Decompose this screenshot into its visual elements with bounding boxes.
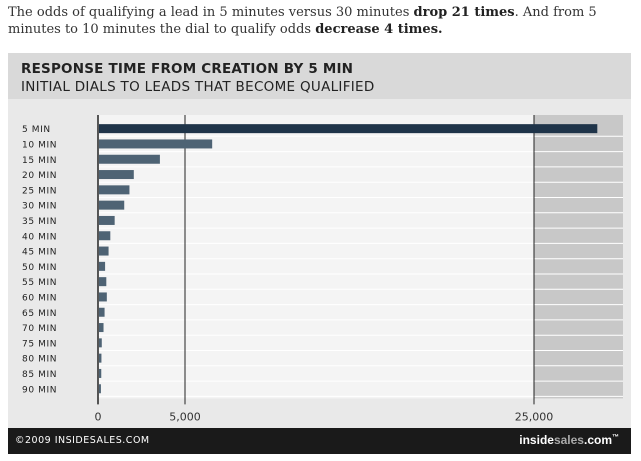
- bar: [99, 200, 125, 210]
- intro-part-1: The odds of qualifying a lead in 5 minut…: [8, 5, 414, 20]
- brand-logo: insidesales.com™: [519, 433, 619, 447]
- category-label: 20 MIN: [22, 171, 57, 181]
- bar: [99, 124, 598, 134]
- tick-label: 25,000: [515, 410, 554, 423]
- category-label: 40 MIN: [22, 232, 57, 242]
- category-label: 25 MIN: [22, 186, 57, 196]
- category-label: 5 MIN: [22, 125, 51, 135]
- bar: [99, 139, 213, 149]
- intro-part-2: . And from 5 minutes to 10 minutes the d…: [8, 5, 597, 37]
- category-label: 70 MIN: [22, 324, 57, 334]
- bar: [99, 215, 115, 225]
- chart-panel: RESPONSE TIME FROM CREATION BY 5 MIN INI…: [8, 53, 631, 454]
- brand-part-2: sales: [553, 433, 584, 447]
- category-label: 60 MIN: [22, 293, 57, 303]
- bar: [99, 170, 134, 180]
- brand-part-1: inside: [519, 433, 554, 447]
- brand-part-3: .com: [583, 433, 612, 447]
- bar: [99, 154, 160, 164]
- category-label: 15 MIN: [22, 156, 57, 166]
- bar: [99, 323, 104, 333]
- bar: [99, 384, 101, 394]
- category-label: 35 MIN: [22, 217, 57, 227]
- chart-header: RESPONSE TIME FROM CREATION BY 5 MIN INI…: [8, 53, 631, 99]
- bar: [99, 231, 111, 241]
- category-label: 75 MIN: [22, 339, 57, 349]
- bar: [99, 353, 102, 363]
- bar: [99, 338, 102, 348]
- chart-footer: ©2009 INSIDESALES.COM insidesales.com™: [8, 428, 631, 454]
- bar: [99, 261, 106, 271]
- bar: [99, 292, 107, 302]
- category-label: 55 MIN: [22, 278, 57, 288]
- chart-subtitle: INITIAL DIALS TO LEADS THAT BECOME QUALI…: [21, 79, 375, 95]
- category-label: 65 MIN: [22, 309, 57, 319]
- tick-label: 0: [95, 410, 102, 423]
- intro-bold-2: decrease 4 times.: [315, 22, 443, 37]
- category-label: 80 MIN: [22, 355, 57, 365]
- plot-background-break: [534, 115, 623, 399]
- tick-label: 5,000: [169, 410, 201, 423]
- intro-bold-1: drop 21 times: [413, 5, 515, 20]
- category-label: 85 MIN: [22, 370, 57, 380]
- category-label: 45 MIN: [22, 248, 57, 258]
- bar: [99, 185, 130, 195]
- intro-text: The odds of qualifying a lead in 5 minut…: [8, 4, 628, 38]
- category-label: 30 MIN: [22, 202, 57, 212]
- bar-chart: 5 MIN 10 MIN 15 MIN 20 MIN 25 MIN 30 MIN 35 MI…: [22, 115, 623, 423]
- category-label: 50 MIN: [22, 263, 57, 273]
- brand-tm: ™: [612, 434, 619, 441]
- category-label: 10 MIN: [22, 140, 57, 150]
- bar: [99, 307, 105, 317]
- bar: [99, 246, 109, 256]
- bar: [99, 368, 102, 378]
- chart-title: RESPONSE TIME FROM CREATION BY 5 MIN: [21, 61, 354, 77]
- plot-background: [98, 115, 534, 399]
- bar: [99, 277, 107, 287]
- copyright-text: ©2009 INSIDESALES.COM: [15, 435, 150, 446]
- category-label: 90 MIN: [22, 385, 57, 395]
